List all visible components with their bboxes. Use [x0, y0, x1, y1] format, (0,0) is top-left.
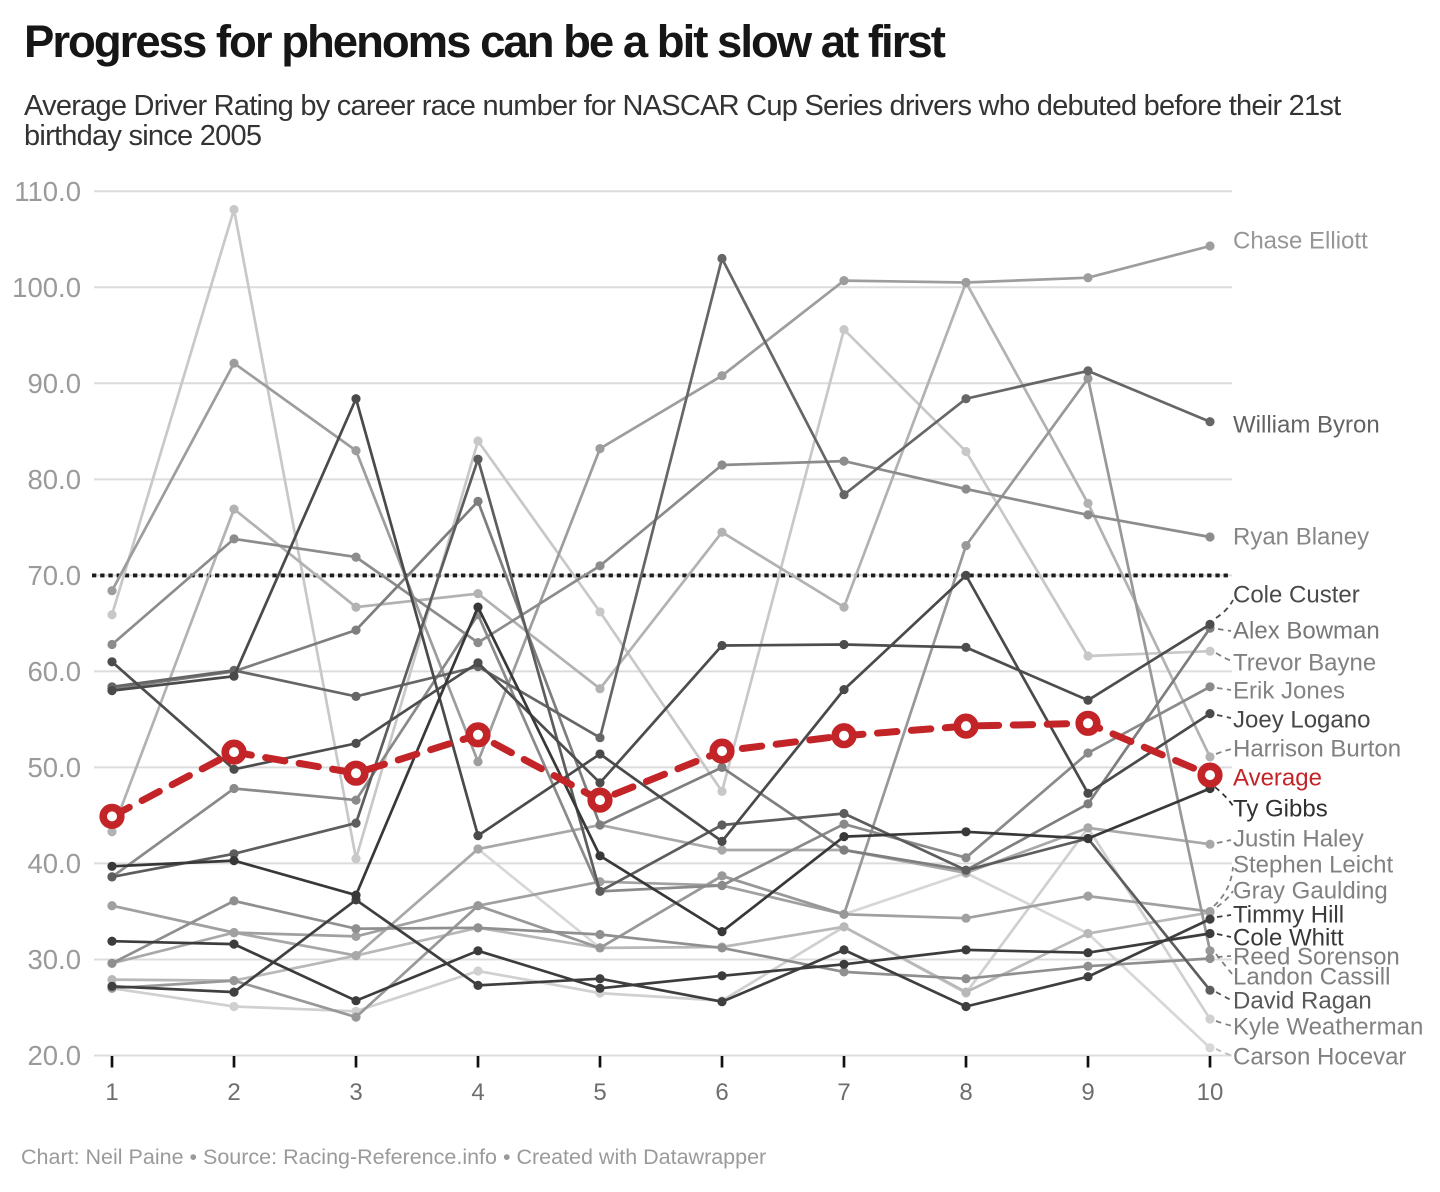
svg-text:Trevor Bayne: Trevor Bayne	[1233, 650, 1376, 677]
svg-text:110.0: 110.0	[14, 176, 81, 207]
svg-text:Reed Sorenson: Reed Sorenson	[1233, 944, 1400, 971]
svg-text:Joey Logano: Joey Logano	[1233, 707, 1370, 734]
svg-text:Alex Bowman: Alex Bowman	[1233, 618, 1380, 645]
svg-text:7: 7	[837, 1079, 850, 1106]
svg-text:90.0: 90.0	[27, 368, 81, 399]
svg-text:Gray Gaulding: Gray Gaulding	[1233, 878, 1388, 905]
svg-text:20.0: 20.0	[27, 1040, 81, 1071]
svg-text:Justin Haley: Justin Haley	[1233, 826, 1364, 853]
svg-text:80.0: 80.0	[27, 464, 81, 495]
svg-text:Harrison Burton: Harrison Burton	[1233, 736, 1401, 763]
svg-text:40.0: 40.0	[27, 848, 81, 879]
svg-text:4: 4	[471, 1079, 484, 1106]
svg-text:70.0: 70.0	[27, 560, 81, 591]
svg-text:1: 1	[105, 1079, 118, 1106]
svg-text:8: 8	[959, 1079, 972, 1106]
svg-text:Cole Custer: Cole Custer	[1233, 582, 1360, 609]
svg-text:Ty Gibbs: Ty Gibbs	[1233, 796, 1328, 823]
svg-text:Stephen Leicht: Stephen Leicht	[1233, 852, 1393, 879]
svg-text:30.0: 30.0	[27, 944, 81, 975]
svg-text:100.0: 100.0	[12, 272, 81, 303]
svg-text:Carson Hocevar: Carson Hocevar	[1233, 1044, 1406, 1071]
svg-text:Kyle Weatherman: Kyle Weatherman	[1233, 1014, 1423, 1041]
svg-text:9: 9	[1081, 1079, 1094, 1106]
svg-text:Landon Cassill: Landon Cassill	[1233, 964, 1390, 991]
svg-text:Chart: Neil Paine • Source: Ra: Chart: Neil Paine • Source: Racing-Refer…	[21, 1145, 766, 1169]
svg-text:3: 3	[349, 1079, 362, 1106]
svg-text:Average: Average	[1233, 765, 1322, 792]
svg-text:10: 10	[1197, 1079, 1224, 1106]
svg-text:60.0: 60.0	[27, 656, 81, 687]
svg-text:2: 2	[227, 1079, 240, 1106]
svg-text:Chase Elliott: Chase Elliott	[1233, 228, 1368, 255]
svg-text:Cole Whitt: Cole Whitt	[1233, 925, 1344, 952]
svg-text:50.0: 50.0	[27, 752, 81, 783]
svg-text:William Byron: William Byron	[1233, 412, 1380, 439]
svg-text:5: 5	[593, 1079, 606, 1106]
svg-text:Ryan Blaney: Ryan Blaney	[1233, 524, 1369, 551]
svg-text:Erik Jones: Erik Jones	[1233, 678, 1345, 705]
svg-text:6: 6	[715, 1079, 728, 1106]
svg-text:David Ragan: David Ragan	[1233, 988, 1372, 1015]
svg-text:Timmy Hill: Timmy Hill	[1233, 902, 1344, 929]
